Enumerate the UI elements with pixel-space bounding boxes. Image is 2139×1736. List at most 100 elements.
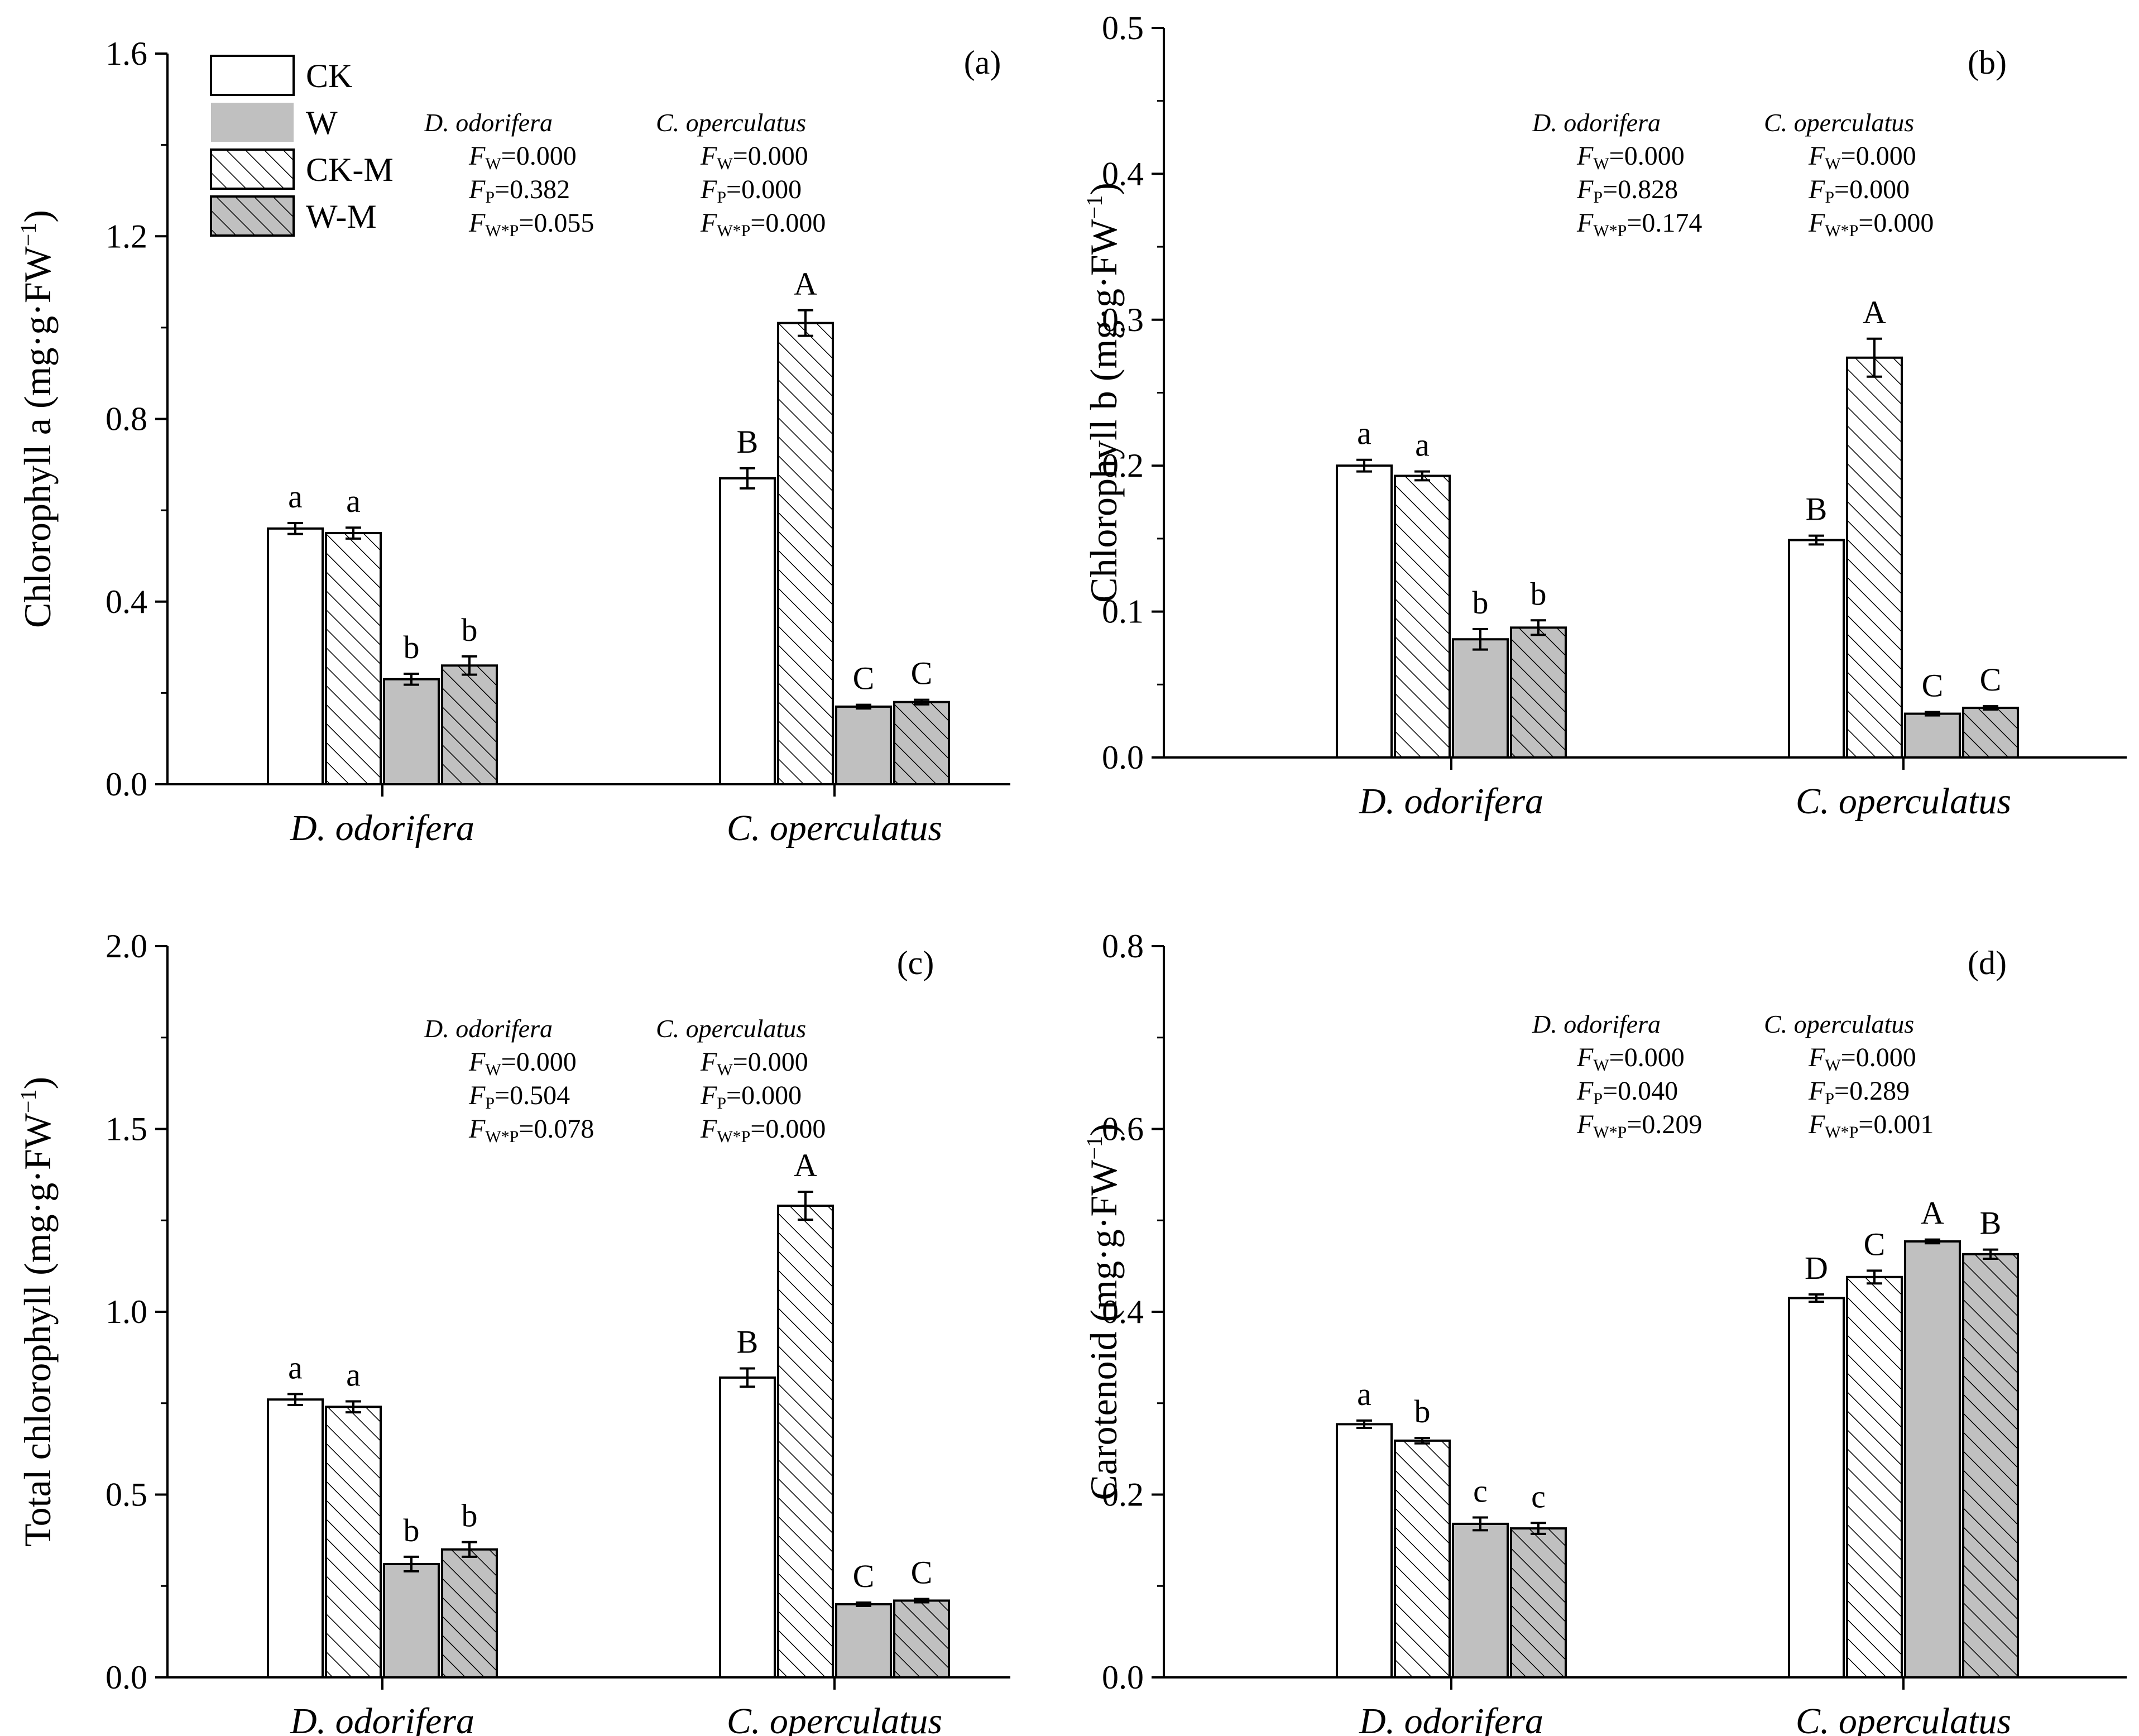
chart-panel-c: 0.0 0.5 1.0 1.5 2.0 Total chlorophyll (mg·g·F… [16, 928, 1010, 1736]
significance-letter: c [1531, 1478, 1546, 1514]
bar-ck [267, 527, 324, 785]
stats-species-heading: D. odorifera [424, 108, 553, 137]
significance-letter: C [911, 1554, 933, 1590]
significance-letter: a [346, 483, 361, 519]
stats-f-value: FP=0.000 [700, 1081, 802, 1112]
y-tick-label: 0.3 [1102, 301, 1144, 338]
legend-label: W-M [306, 198, 377, 235]
significance-letter: a [1357, 415, 1371, 452]
legend-label: W [306, 104, 338, 141]
bar-ck-m [325, 1406, 382, 1679]
y-tick-label: 0.8 [1102, 928, 1144, 965]
stats-species-heading: C. operculatus [656, 1014, 806, 1043]
significance-letter: a [288, 478, 303, 515]
significance-letter: b [1414, 1393, 1431, 1430]
significance-letter: A [1863, 294, 1886, 330]
y-tick-label: 0.2 [1102, 1476, 1144, 1513]
significance-letter: C [1980, 661, 2002, 698]
stats-f-value: FP=0.382 [468, 175, 570, 207]
bar-w [383, 678, 440, 786]
panel-label: (c) [897, 944, 934, 981]
bar-w [1904, 712, 1961, 759]
stats-f-value: FP=0.504 [468, 1081, 570, 1112]
y-axis-label: Total chlorophyll (mg·g·FW−1) [16, 1077, 59, 1547]
stats-f-value: FP=0.000 [1808, 175, 1910, 207]
bar-ck-m [1394, 1439, 1451, 1679]
legend-swatch-w-m [210, 195, 295, 237]
bar-ck [719, 1376, 776, 1679]
bar-ck [719, 477, 776, 785]
significance-letter: b [462, 612, 478, 648]
stats-f-value: FW*P=0.000 [700, 208, 826, 240]
legend-label: CK [306, 57, 352, 94]
legend-swatch-ck [210, 55, 295, 96]
significance-letter: B [1806, 491, 1828, 527]
stats-species-heading: D. odorifera [1532, 108, 1661, 137]
stats-f-value: FW*P=0.001 [1808, 1110, 1934, 1142]
bar-ck [267, 1398, 324, 1679]
chart-panels: 0.0 0.4 0.8 1.2 1.6 Chlorophyll a (mg·g·FW−1)… [16, 9, 2127, 1736]
y-tick-label: 1.0 [105, 1293, 147, 1330]
y-axis-label: Chlorophyll b (mg·g·FW−1) [1082, 183, 1125, 603]
legend-swatch-ck-m [210, 148, 295, 190]
stats-f-value: FW=0.000 [700, 1047, 808, 1079]
y-tick-label: 0.5 [1102, 9, 1144, 46]
bar-w-m [1510, 1527, 1567, 1679]
stats-species-heading: C. operculatus [1764, 108, 1914, 137]
y-tick-label: 0.5 [105, 1476, 147, 1513]
y-tick-label: 0.0 [1102, 739, 1144, 776]
x-category-label: D. odorifera [1359, 1701, 1543, 1736]
bar-ck-m [1846, 1275, 1903, 1679]
stats-f-value: FW=0.000 [1576, 141, 1685, 173]
stats-f-value: FW=0.000 [1808, 1043, 1916, 1075]
stats-species-heading: D. odorifera [424, 1014, 553, 1043]
bar-w [835, 1603, 892, 1679]
stats-f-value: FW=0.000 [1808, 141, 1916, 173]
significance-letter: C [911, 655, 933, 692]
significance-letter: C [1864, 1226, 1886, 1262]
stats-f-value: FW=0.000 [468, 141, 577, 173]
y-tick-label: 0.6 [1102, 1111, 1144, 1148]
significance-letter: b [1531, 576, 1547, 612]
significance-letter: a [1415, 427, 1430, 463]
significance-letter: a [346, 1356, 361, 1393]
y-tick-label: 0.0 [1102, 1659, 1144, 1696]
chart-panel-d: 0.0 0.2 0.4 0.6 0.8 Carotenoid (mg·g·FW−1) (d)… [1082, 928, 2127, 1736]
x-category-label: C. operculatus [1796, 781, 2011, 822]
stats-f-value: FW*P=0.000 [700, 1114, 826, 1146]
bar-w-m [893, 701, 950, 786]
significance-letter: B [737, 1324, 759, 1360]
bar-w [1904, 1240, 1961, 1679]
stats-f-value: FP=0.828 [1576, 175, 1678, 207]
panel-label: (a) [964, 44, 1001, 81]
legend-swatch-w [211, 103, 294, 142]
y-axis-label: Carotenoid (mg·g·FW−1) [1082, 1123, 1125, 1500]
bar-w [383, 1562, 440, 1679]
significance-letter: a [288, 1349, 303, 1385]
y-tick-label: 1.6 [105, 35, 147, 72]
stats-species-heading: C. operculatus [656, 108, 806, 137]
significance-letter: A [794, 266, 817, 302]
stats-f-value: FP=0.289 [1808, 1076, 1910, 1108]
significance-letter: c [1473, 1473, 1488, 1509]
y-tick-label: 0.4 [105, 583, 147, 620]
significance-letter: B [1980, 1205, 2002, 1241]
y-tick-label: 0.4 [1102, 1293, 1144, 1330]
bar-ck-m [325, 532, 382, 785]
bar-w [1452, 638, 1509, 759]
y-tick-label: 0.0 [105, 766, 147, 803]
y-tick-label: 0.2 [1102, 447, 1144, 484]
significance-letter: b [404, 1512, 420, 1548]
y-tick-label: 2.0 [105, 928, 147, 965]
bar-w-m [441, 664, 498, 785]
legend: CK W CK-M W-M [210, 55, 394, 237]
significance-letter: A [1921, 1195, 1944, 1231]
y-tick-label: 1.2 [105, 218, 147, 255]
bar-ck [1788, 1297, 1845, 1679]
bar-w-m [1962, 1253, 2019, 1679]
significance-letter: A [794, 1147, 817, 1183]
stats-f-value: FW*P=0.174 [1576, 208, 1702, 240]
x-category-label: C. operculatus [727, 808, 942, 848]
stats-f-value: FW=0.000 [700, 141, 808, 173]
